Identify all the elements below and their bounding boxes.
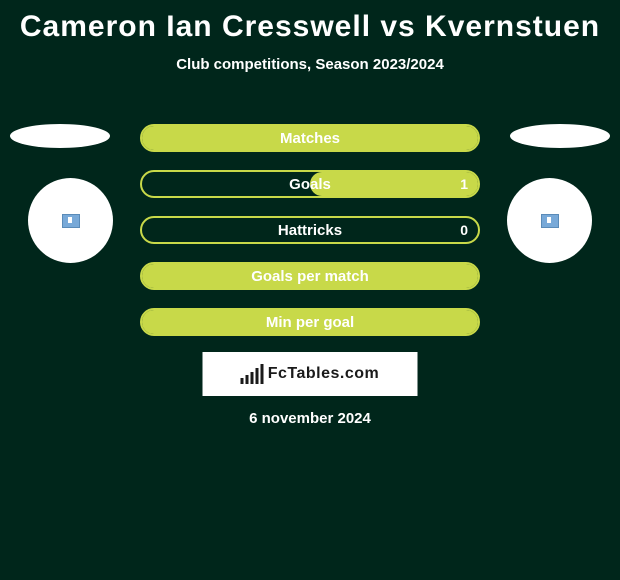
stat-row-goals-per-match: Goals per match (140, 262, 480, 290)
stat-row-goals: Goals 1 (140, 170, 480, 198)
stat-label: Matches (280, 130, 340, 147)
page-subtitle: Club competitions, Season 2023/2024 (0, 56, 620, 73)
stat-label: Hattricks (278, 222, 342, 239)
brand-logo: FcTables.com (203, 352, 418, 396)
placeholder-avatar-icon (541, 214, 559, 228)
stat-row-hattricks: Hattricks 0 (140, 216, 480, 244)
stat-fill (310, 172, 478, 196)
player-left-avatar (28, 178, 113, 263)
page-title: Cameron Ian Cresswell vs Kvernstuen (0, 0, 620, 44)
stat-label: Goals (289, 176, 331, 193)
footer-date: 6 november 2024 (0, 410, 620, 427)
player-right-ellipse (510, 124, 610, 148)
stat-value-right: 1 (460, 176, 468, 192)
player-right-avatar (507, 178, 592, 263)
stat-value-right: 0 (460, 222, 468, 238)
brand-text: FcTables.com (268, 365, 380, 383)
stats-bars: Matches Goals 1 Hattricks 0 Goals per ma… (140, 124, 480, 354)
stat-label: Min per goal (266, 314, 354, 331)
placeholder-avatar-icon (62, 214, 80, 228)
brand-bars-icon (241, 364, 264, 384)
stat-row-min-per-goal: Min per goal (140, 308, 480, 336)
stat-label: Goals per match (251, 268, 369, 285)
stat-row-matches: Matches (140, 124, 480, 152)
player-left-ellipse (10, 124, 110, 148)
